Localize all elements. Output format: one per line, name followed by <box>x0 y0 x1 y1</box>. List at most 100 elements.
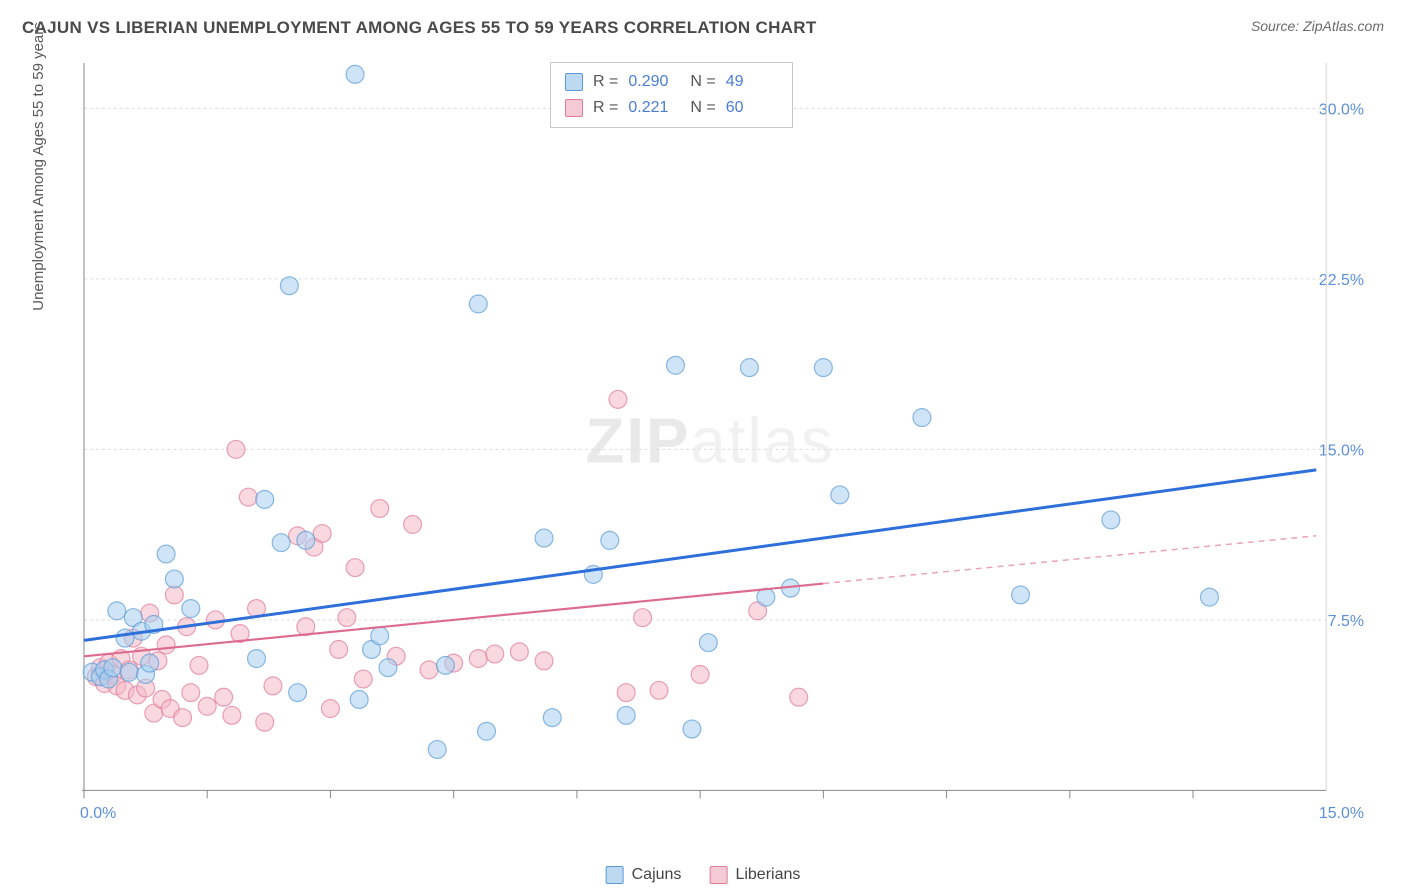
data-point-cajuns <box>297 531 315 549</box>
y-tick-label: 22.5% <box>1319 272 1364 289</box>
data-point-cajuns <box>913 409 931 427</box>
legend-r-value: 0.221 <box>628 95 680 121</box>
data-point-liberians <box>182 684 200 702</box>
legend-swatch-blue <box>606 866 624 884</box>
legend-stat-row: R = 0.221 N = 60 <box>565 95 778 121</box>
data-point-cajuns <box>601 531 619 549</box>
data-point-liberians <box>321 700 339 718</box>
data-point-cajuns <box>428 741 446 759</box>
data-point-cajuns <box>617 706 635 724</box>
data-point-liberians <box>330 641 348 659</box>
legend-series-item: Cajuns <box>606 866 682 884</box>
legend-swatch-pink <box>565 99 583 117</box>
series-legend: Cajuns Liberians <box>606 866 801 884</box>
data-point-cajuns <box>543 709 561 727</box>
legend-stat-row: R = 0.290 N = 49 <box>565 69 778 95</box>
data-point-liberians <box>535 652 553 670</box>
data-point-cajuns <box>165 570 183 588</box>
data-point-liberians <box>165 586 183 604</box>
data-point-cajuns <box>182 600 200 618</box>
data-point-cajuns <box>350 691 368 709</box>
data-point-liberians <box>256 713 274 731</box>
data-point-cajuns <box>831 486 849 504</box>
legend-n-value: 60 <box>726 95 778 121</box>
legend-r-label: R = <box>593 95 618 121</box>
y-tick-label: 15.0% <box>1319 442 1364 459</box>
data-point-liberians <box>346 559 364 577</box>
legend-series-label: Cajuns <box>632 866 682 884</box>
data-point-cajuns <box>740 359 758 377</box>
data-point-liberians <box>198 697 216 715</box>
data-point-liberians <box>313 525 331 543</box>
data-point-cajuns <box>667 356 685 374</box>
data-point-cajuns <box>379 659 397 677</box>
data-point-cajuns <box>757 588 775 606</box>
data-point-cajuns <box>108 602 126 620</box>
legend-r-label: R = <box>593 69 618 95</box>
y-tick-label: 7.5% <box>1328 613 1364 630</box>
data-point-cajuns <box>116 629 134 647</box>
legend-n-label: N = <box>690 95 715 121</box>
data-point-liberians <box>264 677 282 695</box>
data-point-cajuns <box>272 534 290 552</box>
data-point-liberians <box>223 706 241 724</box>
data-point-cajuns <box>1012 586 1030 604</box>
y-axis-label: Unemployment Among Ages 55 to 59 years <box>30 22 47 311</box>
legend-swatch-blue <box>565 73 583 91</box>
legend-series-label: Liberians <box>735 866 800 884</box>
x-min-label: 0.0% <box>80 805 116 822</box>
data-point-liberians <box>634 609 652 627</box>
data-point-cajuns <box>104 659 122 677</box>
data-point-cajuns <box>814 359 832 377</box>
data-point-liberians <box>239 488 257 506</box>
data-point-cajuns <box>699 634 717 652</box>
data-point-cajuns <box>683 720 701 738</box>
data-point-liberians <box>617 684 635 702</box>
data-point-cajuns <box>1102 511 1120 529</box>
legend-swatch-pink <box>709 866 727 884</box>
data-point-cajuns <box>535 529 553 547</box>
data-point-cajuns <box>469 295 487 313</box>
legend-n-value: 49 <box>726 69 778 95</box>
data-point-liberians <box>404 515 422 533</box>
data-point-cajuns <box>1201 588 1219 606</box>
legend-r-value: 0.290 <box>628 69 680 95</box>
correlation-legend: R = 0.290 N = 49 R = 0.221 N = 60 <box>550 62 793 128</box>
data-point-liberians <box>691 666 709 684</box>
data-point-cajuns <box>346 65 364 83</box>
y-tick-label: 30.0% <box>1319 101 1364 118</box>
source-attribution: Source: ZipAtlas.com <box>1251 18 1384 34</box>
data-point-liberians <box>354 670 372 688</box>
chart-area: Unemployment Among Ages 55 to 59 years 7… <box>50 55 1390 855</box>
data-point-liberians <box>790 688 808 706</box>
data-point-cajuns <box>371 627 389 645</box>
data-point-cajuns <box>248 650 266 668</box>
data-point-liberians <box>420 661 438 679</box>
data-point-cajuns <box>120 663 138 681</box>
legend-series-item: Liberians <box>709 866 800 884</box>
legend-n-label: N = <box>690 69 715 95</box>
data-point-cajuns <box>256 490 274 508</box>
data-point-cajuns <box>280 277 298 295</box>
data-point-liberians <box>174 709 192 727</box>
data-point-liberians <box>338 609 356 627</box>
data-point-liberians <box>157 636 175 654</box>
data-point-liberians <box>190 656 208 674</box>
data-point-liberians <box>486 645 504 663</box>
data-point-liberians <box>215 688 233 706</box>
data-point-liberians <box>371 500 389 518</box>
data-point-cajuns <box>141 654 159 672</box>
data-point-cajuns <box>437 656 455 674</box>
data-point-cajuns <box>157 545 175 563</box>
data-point-liberians <box>609 390 627 408</box>
data-point-liberians <box>510 643 528 661</box>
data-point-liberians <box>227 440 245 458</box>
data-point-liberians <box>469 650 487 668</box>
data-point-liberians <box>650 681 668 699</box>
trend-line-liberians-extrapolated <box>823 536 1316 584</box>
watermark: ZIPatlas <box>585 405 834 476</box>
data-point-cajuns <box>478 722 496 740</box>
scatter-plot: 7.5%15.0%22.5%30.0%ZIPatlas0.0%15.0% <box>50 55 1390 855</box>
data-point-cajuns <box>289 684 307 702</box>
chart-title: CAJUN VS LIBERIAN UNEMPLOYMENT AMONG AGE… <box>22 18 817 38</box>
